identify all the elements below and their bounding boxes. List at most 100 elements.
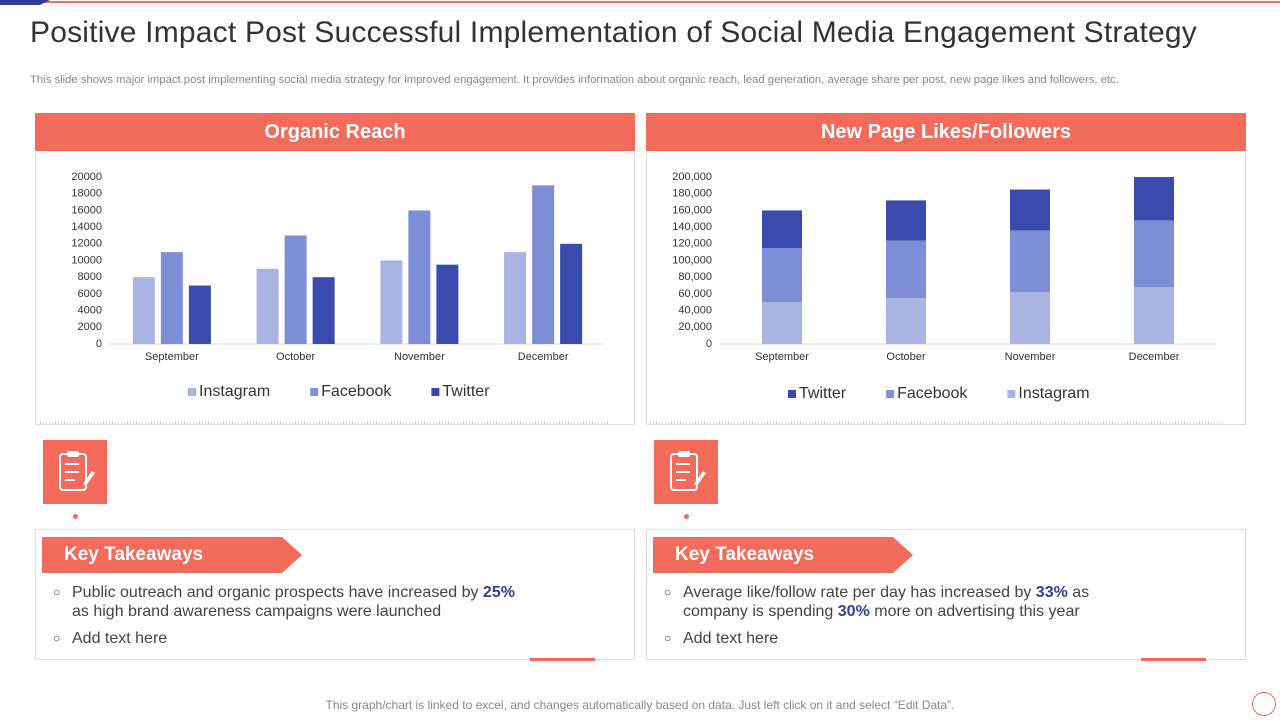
legend-swatch [1007, 390, 1016, 398]
y-tick-label: 6000 [78, 288, 102, 300]
takeaway-bullet: Average like/follow rate per day has inc… [664, 583, 1143, 621]
takeaway-bullet: Add text here [53, 629, 532, 648]
legend-label: Instagram [1018, 385, 1089, 402]
bar-segment [1134, 287, 1174, 344]
clipboard-icon [654, 440, 718, 504]
y-tick-label: 2000 [78, 321, 102, 333]
top-rule [0, 1, 1280, 3]
chart-header: Organic Reach [35, 113, 635, 151]
bar-segment [762, 302, 802, 344]
legend-label: Facebook [321, 383, 392, 400]
x-tick-label: October [276, 351, 315, 363]
x-tick-label: October [886, 351, 925, 363]
y-tick-label: 18000 [71, 188, 102, 200]
legend-swatch [310, 388, 319, 396]
x-tick-label: December [518, 351, 569, 363]
x-tick-label: December [1129, 351, 1180, 363]
footer-note: This graph/chart is linked to excel, and… [325, 698, 955, 712]
bar [532, 185, 555, 344]
bullet-text: Public outreach and organic prospects ha… [72, 584, 483, 601]
highlight: 25% [482, 584, 515, 601]
accent-bar [1141, 658, 1206, 661]
corner-accent [0, 0, 50, 5]
bullet-text: as high brand awareness campaigns were l… [72, 603, 442, 620]
legend-label: Twitter [799, 385, 847, 402]
y-tick-label: 40,000 [678, 305, 712, 317]
y-tick-label: 14000 [71, 221, 102, 233]
legend-label: Facebook [897, 385, 968, 402]
bar [312, 277, 335, 344]
bar [132, 277, 155, 344]
bar [188, 285, 211, 344]
x-tick-label: November [394, 351, 445, 363]
bar [560, 243, 583, 344]
y-tick-label: 16000 [71, 204, 102, 216]
legend-swatch [188, 388, 196, 396]
slide-title: Positive Impact Post Successful Implemen… [30, 16, 1197, 49]
bullet-text: more on advertising this year [869, 603, 1080, 620]
highlight: 30% [837, 603, 870, 620]
y-tick-label: 10000 [71, 254, 102, 266]
slide-subtitle: This slide shows major impact post imple… [30, 74, 1119, 86]
y-tick-label: 4000 [78, 305, 102, 317]
highlight: 33% [1035, 584, 1068, 601]
y-tick-label: 20,000 [678, 321, 712, 333]
clipboard-icon [43, 440, 107, 504]
y-tick-label: 60,000 [678, 288, 712, 300]
bar-segment [1134, 177, 1174, 221]
y-tick-label: 8000 [78, 271, 102, 283]
legend-label: Instagram [199, 383, 270, 400]
chart-header: New Page Likes/Followers [646, 113, 1246, 151]
bar [284, 235, 307, 344]
bullet-text: Add text here [72, 630, 168, 647]
bar [160, 252, 183, 344]
y-tick-label: 140,000 [672, 221, 712, 233]
takeaway-bullet: Add text here [664, 629, 1143, 648]
legend-label: Twitter [442, 383, 490, 400]
accent-bar [530, 658, 595, 661]
bar-segment [886, 240, 926, 299]
y-tick-label: 160,000 [672, 204, 712, 216]
x-tick-label: November [1005, 351, 1056, 363]
connector-dot [684, 514, 689, 519]
bar [380, 260, 403, 344]
y-tick-label: 180,000 [672, 188, 712, 200]
page-marker [1252, 692, 1276, 716]
y-tick-label: 120,000 [672, 238, 712, 250]
legend-swatch [788, 390, 796, 398]
takeaway-box [35, 529, 635, 660]
takeaway-box [646, 529, 1246, 660]
bullet-text: Average like/follow rate per day has inc… [683, 584, 1036, 601]
x-tick-label: September [755, 351, 809, 363]
x-tick-label: September [145, 351, 199, 363]
bar-segment [1010, 230, 1050, 293]
bar [256, 268, 279, 344]
y-tick-label: 0 [706, 338, 712, 350]
bullet-text: Add text here [683, 630, 779, 647]
y-tick-label: 200,000 [672, 171, 712, 183]
legend-swatch [886, 390, 895, 398]
legend-swatch [431, 388, 440, 396]
takeaway-bullet: Public outreach and organic prospects ha… [53, 583, 532, 621]
y-tick-label: 20000 [71, 171, 102, 183]
bar [504, 252, 527, 344]
bullet-text: as company is spending [683, 584, 1090, 620]
y-tick-label: 12000 [71, 238, 102, 250]
takeaway-heading: Key Takeaways [42, 537, 302, 573]
bar-segment [1010, 189, 1050, 231]
bar [408, 210, 431, 344]
connector-dot [73, 514, 78, 519]
bar-segment [762, 247, 802, 303]
bar-segment [886, 298, 926, 344]
bar [436, 264, 459, 344]
bar-segment [1010, 292, 1050, 344]
bar-segment [762, 210, 802, 248]
takeaway-heading: Key Takeaways [653, 537, 913, 573]
y-tick-label: 80,000 [678, 271, 712, 283]
y-tick-label: 100,000 [672, 254, 712, 266]
y-tick-label: 0 [96, 338, 102, 350]
bar-segment [1134, 220, 1174, 288]
bar-segment [886, 200, 926, 241]
